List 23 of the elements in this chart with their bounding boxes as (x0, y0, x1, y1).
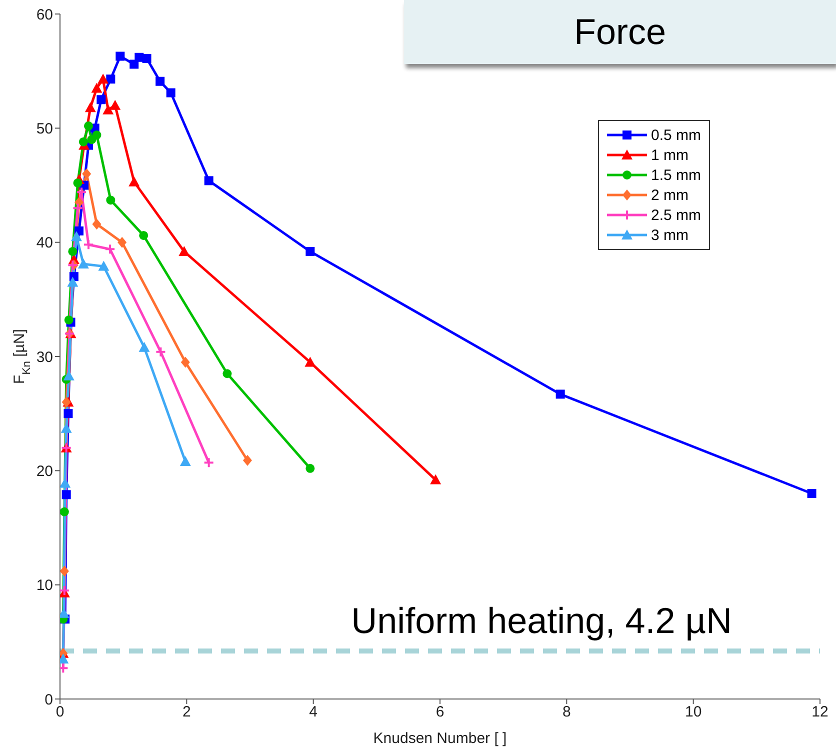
x-tick-label: 2 (182, 704, 191, 721)
y-tick-label: 0 (44, 691, 53, 708)
y-tick-label: 30 (36, 348, 53, 366)
legend-label: 2 mm (651, 186, 688, 204)
y-tick-label: 50 (36, 120, 53, 138)
x-tick-label: 12 (812, 704, 828, 721)
legend-label: 1.5 mm (651, 166, 702, 184)
x-tick-label: 8 (562, 704, 571, 721)
legend-label: 2.5 mm (651, 206, 702, 224)
x-tick-label: 0 (56, 704, 64, 721)
legend-label: 3 mm (651, 226, 688, 244)
x-tick-label: 10 (684, 704, 702, 721)
title-panel: Force (404, 0, 836, 64)
ref-line-label: Uniform heating, 4.2 µN (351, 600, 732, 642)
y-tick-label: 10 (36, 577, 53, 594)
y-tick-label: 60 (36, 6, 53, 24)
y-tick-label: 20 (36, 462, 53, 480)
legend-label: 0.5 mm (651, 126, 702, 144)
x-axis-title: Knudsen Number [ ] (373, 730, 507, 747)
y-tick-label: 40 (36, 234, 53, 252)
legend-label: 1 mm (651, 146, 688, 164)
x-tick-label: 6 (436, 704, 444, 721)
x-tick-label: 4 (309, 704, 318, 721)
